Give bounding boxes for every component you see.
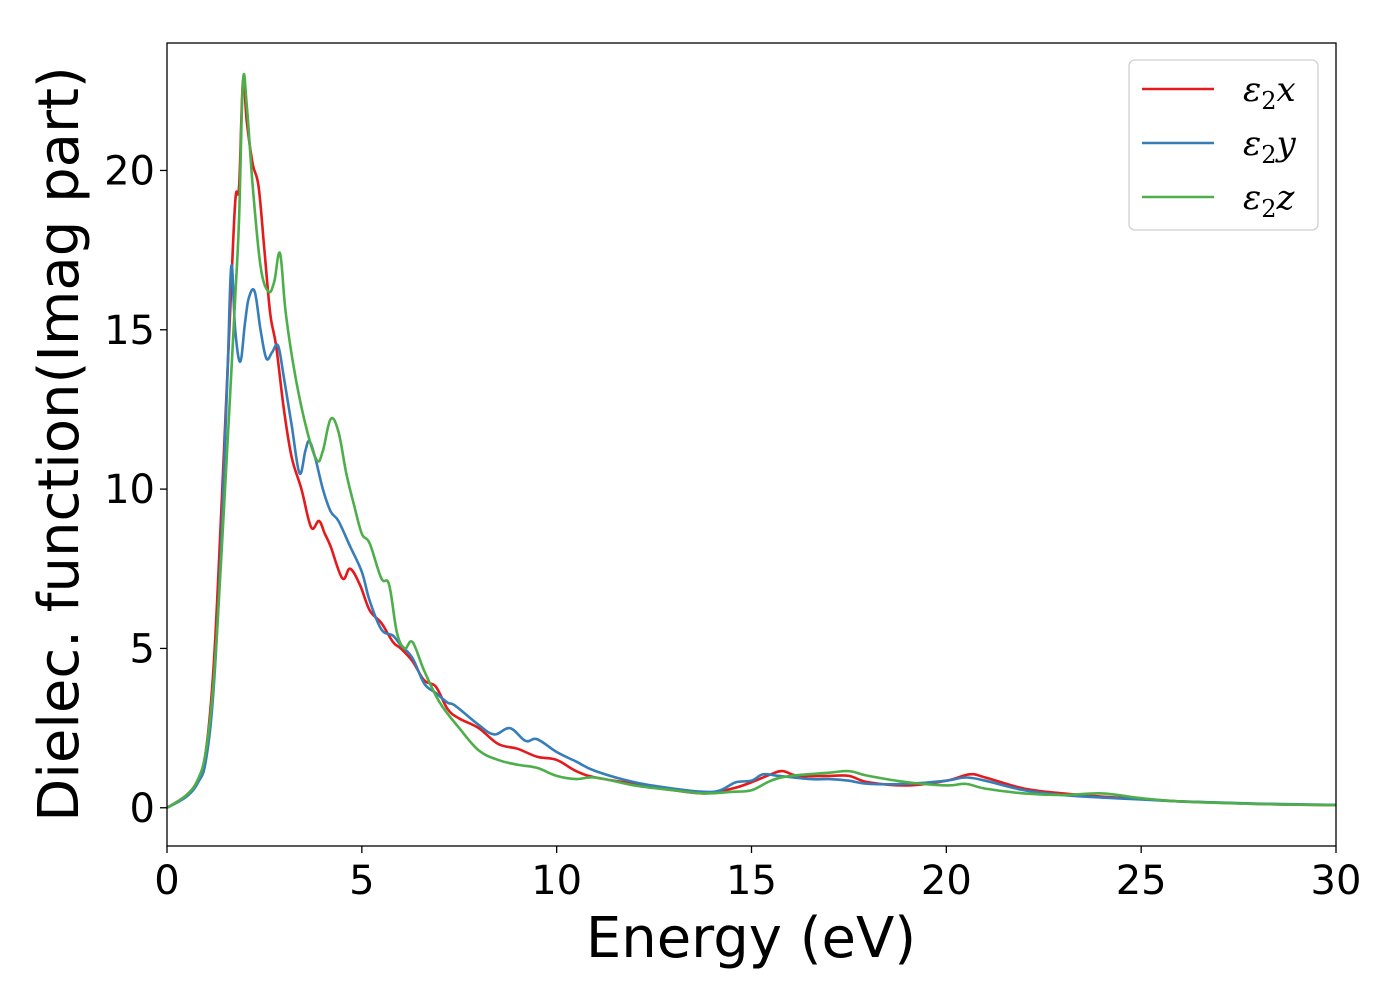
x-axis: 0 5 10 15 20 25 30 bbox=[154, 846, 1361, 904]
x-tick-label: 0 bbox=[154, 858, 179, 904]
y-tick-label: 10 bbox=[104, 467, 155, 513]
x-tick-label: 5 bbox=[349, 858, 374, 904]
x-tick-label: 15 bbox=[726, 858, 777, 904]
legend-label-z: ε2z bbox=[1243, 178, 1296, 223]
legend-frame bbox=[1128, 59, 1319, 231]
x-tick-label: 25 bbox=[1116, 858, 1167, 904]
legend-items: ε2x ε2y ε2z bbox=[1142, 70, 1297, 223]
y-axis: 0 5 10 15 20 bbox=[104, 148, 167, 832]
y-axis-title: Dielec. function(Imag part) bbox=[27, 66, 92, 822]
legend-label-x: ε2x bbox=[1243, 70, 1296, 115]
x-tick-label: 20 bbox=[921, 858, 972, 904]
y-tick-label: 20 bbox=[104, 148, 155, 194]
x-tick-label: 10 bbox=[531, 858, 582, 904]
series-line-y bbox=[166, 263, 1337, 809]
y-tick-label: 0 bbox=[130, 786, 155, 832]
legend-label-y: ε2y bbox=[1243, 124, 1297, 169]
x-axis-title: Energy (eV) bbox=[586, 906, 916, 971]
y-tick-label: 15 bbox=[104, 308, 155, 354]
series-line-z bbox=[166, 72, 1337, 809]
y-tick-label: 5 bbox=[130, 626, 155, 672]
x-tick-label: 30 bbox=[1311, 858, 1362, 904]
legend: ε2x ε2y ε2z bbox=[1128, 59, 1319, 231]
series-layer bbox=[166, 72, 1337, 809]
